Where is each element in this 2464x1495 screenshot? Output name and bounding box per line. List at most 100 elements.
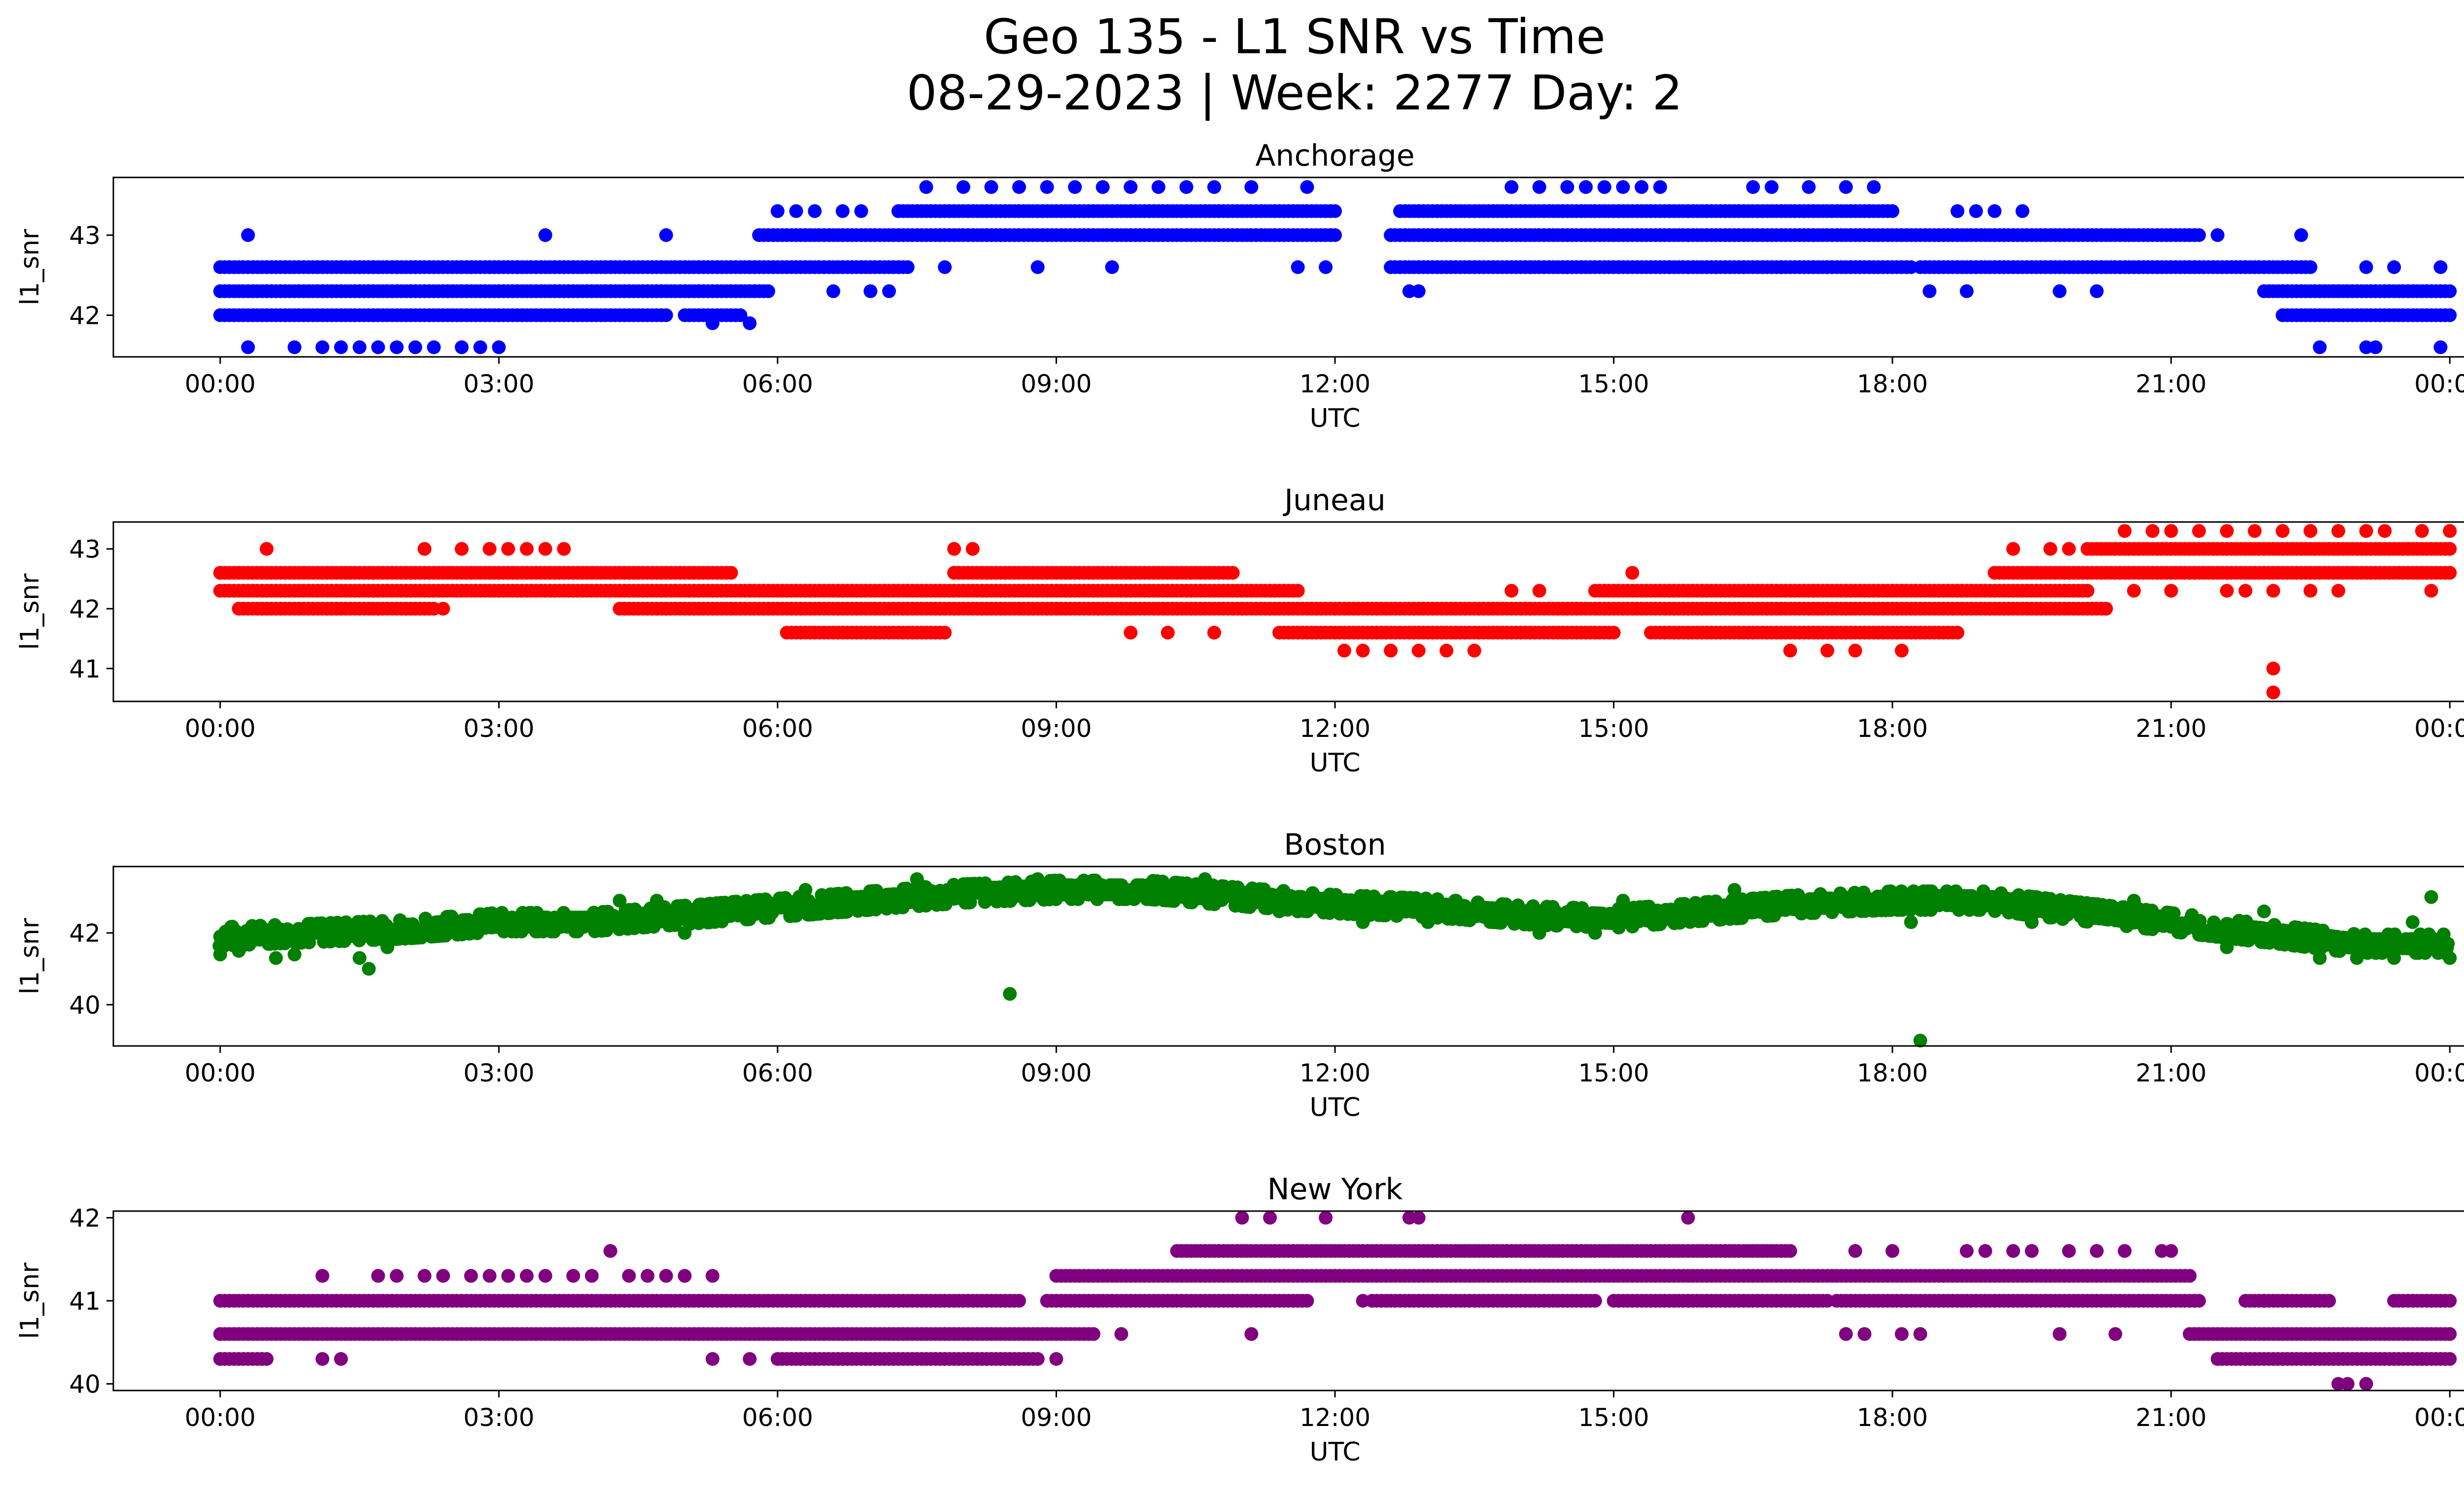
data-point [900,260,915,274]
data-point [947,542,961,556]
data-point [2238,584,2253,598]
data-point [2313,951,2327,965]
data-point [501,542,515,556]
data-point [1532,926,1546,940]
data-point [770,204,785,218]
data-point [1727,883,1742,897]
data-point [390,260,404,274]
data-point [854,204,868,218]
data-point [2443,1327,2457,1341]
y-axis-label-anchorage: l1_snr [15,229,45,306]
data-point [789,204,803,218]
data-point [1653,180,1667,194]
data-point [2359,524,2373,538]
data-point [241,340,255,354]
x-tick-label: 00:00 [2414,714,2464,743]
x-tick-label: 12:00 [1300,370,1370,398]
data-point [2220,584,2234,598]
data-point [1532,180,1546,194]
data-point [287,947,302,962]
data-point [2387,951,2401,965]
data-point [1913,1034,1927,1048]
x-axis-label-juneau: UTC [1309,748,1360,778]
data-point [2415,524,2429,538]
figure-title-line-1: Geo 135 - L1 SNR vs Time [984,9,1606,65]
data-point [2146,524,2159,538]
x-axis-label-anchorage: UTC [1309,404,1360,433]
data-point [1207,180,1221,194]
x-tick-label: 15:00 [1578,370,1649,398]
data-point [473,340,487,354]
data-point [2127,584,2141,598]
x-tick-label: 18:00 [1857,1059,1928,1087]
data-point [260,542,274,556]
data-point [2024,915,2039,929]
data-point [808,204,822,218]
data-point [2266,685,2280,699]
data-point [1068,180,1082,194]
data-point [1505,180,1519,194]
data-point [965,542,980,556]
data-point [2443,524,2457,538]
data-point [2266,584,2280,598]
data-point [2006,542,2020,556]
x-tick-label: 00:00 [185,1059,256,1087]
data-point [2443,951,2457,965]
data-point [557,542,571,556]
data-point [2127,894,2141,908]
data-point [705,316,719,330]
subplot-title-anchorage: Anchorage [1255,139,1414,173]
data-point [2387,260,2401,274]
data-point [1030,260,1045,274]
data-point [2303,260,2318,274]
x-tick-label: 00:00 [2414,370,2464,398]
data-point [956,180,970,194]
x-tick-label: 03:00 [463,370,534,398]
data-point [1783,643,1797,658]
data-point [1922,284,1937,298]
x-tick-label: 06:00 [742,1059,813,1087]
data-point [826,284,840,298]
data-point [1300,180,1314,194]
data-point [1959,284,1974,298]
data-point [1272,904,1286,918]
data-point [334,340,348,354]
data-point [1607,626,1621,640]
data-point [1987,204,2002,218]
data-point [1709,260,1723,274]
data-point [984,180,998,194]
data-point [1226,566,1240,580]
data-point [436,601,450,616]
data-point [2043,542,2057,556]
data-point [1012,180,1026,194]
data-point [2257,904,2271,918]
data-point [1616,180,1630,194]
x-tick-label: 00:00 [2414,1059,2464,1087]
data-point [668,918,682,932]
data-point [241,228,255,242]
data-point [2424,584,2438,598]
data-point [1523,260,1537,274]
data-point [454,340,469,354]
x-tick-label: 00:00 [185,370,256,398]
data-point [1597,180,1611,194]
data-point [835,204,850,218]
x-tick-label: 21:00 [2136,714,2207,743]
data-point [659,228,673,242]
data-point [910,872,924,886]
data-point [2405,915,2420,929]
data-point [482,542,497,556]
data-point [678,926,692,940]
data-point [1867,180,1881,194]
data-point [380,940,395,954]
data-point [2350,951,2364,965]
data-point [938,626,952,640]
x-axis-label-boston: UTC [1309,1093,1360,1122]
x-tick-label: 12:00 [1300,714,1370,743]
data-point [1411,284,1426,298]
markers-anchorage [213,180,2457,354]
data-point [390,340,404,354]
